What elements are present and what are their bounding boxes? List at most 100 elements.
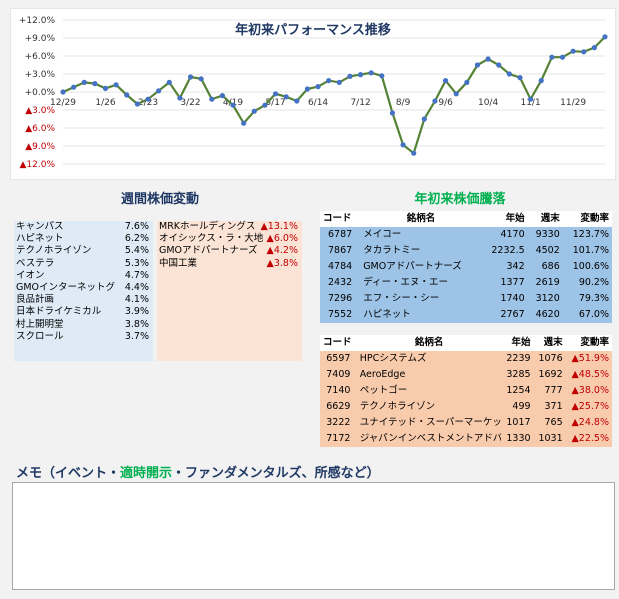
weekly-stock-change: 3.8% (124, 318, 149, 330)
x-tick-label: 7/12 (350, 98, 370, 108)
table-row: 7552 ハピネット 2767 4620 67.0% (320, 307, 612, 323)
data-point (145, 96, 151, 102)
stock-code: 7296 (320, 291, 361, 307)
x-tick-label: 10/4 (478, 98, 498, 108)
end-price: 1076 (533, 351, 566, 367)
weekly-stock-name: GMOインターネットグ (16, 281, 116, 293)
column-header: 銘柄名 (360, 211, 482, 227)
data-point (262, 102, 268, 108)
data-point (517, 75, 523, 81)
column-header: 年始 (481, 211, 528, 227)
y-tick-label: +6.0% (25, 52, 56, 62)
x-tick-label: 11/1 (520, 98, 540, 108)
weekly-row: 良品計画 4.1% (14, 294, 153, 306)
data-point (134, 101, 140, 107)
table-row: 6787 メイコー 4170 9330 123.7% (320, 227, 612, 243)
data-point (187, 74, 194, 80)
table-row: 6597 HPCシステムズ 2239 1076 ▲51.9% (320, 351, 612, 367)
x-tick-label: 6/14 (308, 98, 328, 108)
data-point (400, 142, 406, 148)
stock-name: テクノホライゾン (356, 399, 502, 415)
table-row: 7296 エフ・シー・シー 1740 3120 79.3% (320, 291, 612, 307)
change-rate: 123.7% (562, 227, 612, 243)
start-price: 3285 (501, 367, 534, 383)
end-price: 3120 (527, 291, 563, 307)
change-rate: 79.3% (562, 291, 612, 307)
start-price: 1017 (501, 415, 534, 431)
start-price: 1254 (501, 383, 534, 399)
weekly-stock-change: 7.6% (124, 221, 149, 232)
weekly-row: ベステラ 5.3% (14, 258, 153, 270)
x-tick-label: 1/26 (95, 98, 115, 108)
data-point (591, 45, 597, 51)
change-rate: ▲24.8% (565, 415, 612, 431)
y-tick-label: ▲6.0% (25, 124, 55, 134)
weekly-row: オイシックス・ラ・大地 ▲6.0% (157, 233, 302, 245)
column-header: 変動率 (562, 211, 612, 227)
weekly-stock-change: ▲3.8% (266, 257, 298, 269)
weekly-row: 村上開明堂 3.8% (14, 319, 153, 331)
end-price: 4620 (527, 307, 563, 323)
change-rate: 100.6% (562, 259, 612, 275)
data-point (347, 73, 353, 79)
x-tick-label: 2/23 (138, 98, 158, 108)
memo-title-part-a: メモ（イベント・ (16, 466, 121, 481)
change-rate: 90.2% (562, 275, 612, 291)
data-point (559, 54, 566, 60)
memo-title-part-c: ・ファンダメンタルズ、所感など） (172, 466, 380, 481)
column-header: 年始 (501, 335, 534, 351)
start-price: 2767 (481, 307, 528, 323)
table-header-row: コード 銘柄名 年始 週末 変動率 (320, 211, 612, 227)
memo-title: メモ（イベント・適時開示・ファンダメンタルズ、所感など） (16, 462, 380, 481)
performance-chart-panel: +12.0% +9.0% +6.0% +3.0% +0.0% ▲3.0% ▲6.0% ▲9.0… (10, 8, 616, 180)
x-tick-label: 11/29 (560, 98, 586, 108)
stock-code: 4784 (320, 259, 361, 275)
weekly-stock-change: 6.2% (124, 233, 149, 245)
data-point (453, 91, 459, 97)
data-point (485, 56, 491, 62)
column-header: コード (320, 335, 357, 351)
y-tick-label: ▲12.0% (19, 160, 55, 170)
weekly-stock-change: 4.4% (124, 281, 149, 293)
column-header: 銘柄名 (356, 335, 502, 351)
chart-title: 年初来パフォーマンス推移 (235, 22, 391, 38)
data-point (294, 98, 300, 104)
weekly-row: GMOインターネットグ 4.4% (14, 282, 153, 294)
data-point (304, 86, 311, 92)
data-point (209, 96, 215, 102)
weekly-row: ハピネット 6.2% (14, 233, 153, 245)
data-point (198, 76, 204, 82)
weekly-stock-change: ▲13.1% (260, 221, 299, 232)
stock-code: 3222 (320, 415, 357, 431)
change-rate: ▲22.5% (565, 431, 612, 447)
stock-name: ユナイテッド・スーパーマーケット・ホ (356, 415, 502, 431)
ytd-losers-table: コード 銘柄名 年始 週末 変動率 6597 HPCシステムズ 2239 1076 ▲51.9% 7… (320, 335, 612, 447)
y-tick-label: +9.0% (25, 34, 56, 44)
end-price: 4502 (527, 243, 563, 259)
stock-code: 6597 (320, 351, 357, 367)
data-point (113, 82, 119, 88)
end-price: 686 (527, 259, 563, 275)
data-point (432, 98, 438, 104)
data-point (124, 92, 130, 98)
performance-line-chart: +12.0% +9.0% +6.0% +3.0% +0.0% ▲3.0% ▲6.0% ▲9.0… (19, 16, 608, 170)
data-point (71, 84, 77, 90)
start-price: 1330 (501, 431, 534, 447)
table-row: 7409 AeroEdge 3285 1692 ▲48.5% (320, 367, 612, 383)
weekly-stock-change: 3.9% (124, 306, 149, 318)
weekly-row: イオン 4.7% (14, 270, 153, 282)
start-price: 499 (501, 399, 534, 415)
memo-text-area[interactable] (12, 482, 615, 590)
start-price: 1377 (481, 275, 528, 291)
ytd-change-title: 年初来株価騰落 (414, 192, 506, 207)
y-tick-label: ▲3.0% (25, 106, 55, 116)
y-tick-label: +12.0% (19, 16, 56, 26)
stock-name: GMOアドパートナーズ (360, 259, 482, 275)
memo-title-part-b: 適時開示 (120, 466, 173, 481)
data-point (156, 88, 162, 94)
data-point (60, 89, 66, 95)
weekly-stock-name: ハピネット (16, 233, 64, 245)
weekly-row: 日本ドライケミカル 3.9% (14, 306, 153, 318)
start-price: 4170 (481, 227, 528, 243)
table-row: 7867 タカラトミー 2232.5 4502 101.7% (320, 243, 612, 259)
